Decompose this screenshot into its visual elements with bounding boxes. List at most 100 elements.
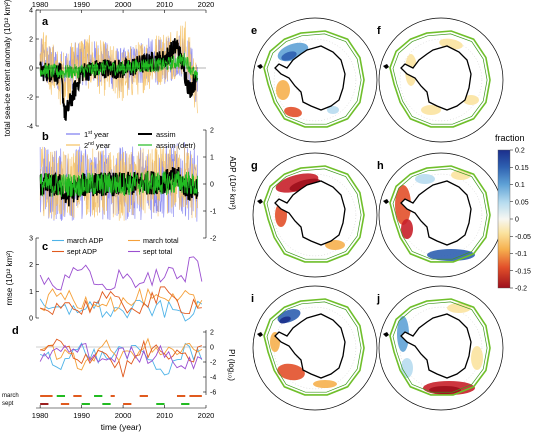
series-line-a: [39, 35, 198, 102]
panel-c-y-ticks: 3 2 1 0: [29, 236, 39, 323]
legend-label: 2nd year: [84, 141, 111, 150]
legend-label-rest: year: [94, 141, 111, 150]
event-bar-sept: [181, 403, 190, 405]
y-tick-label: -2: [210, 236, 216, 243]
south-america-tip: [257, 199, 263, 204]
map-panel-label: f: [377, 25, 381, 37]
colorbar-tick-label: -0.05: [515, 234, 531, 241]
sea-ice-edge-model: [392, 33, 488, 125]
y-tick-label: 1: [29, 289, 33, 296]
y-tick-label: -2: [27, 95, 33, 102]
top-tick-label: 2000: [115, 0, 132, 9]
panel-c: c 3 2 1 0 rmse (10¹² km²) march ADP march to…: [5, 236, 203, 323]
sea-ice-edge: [263, 30, 365, 128]
colorbar: fraction 0.2 0.15 0.1 0.05 0 -0.05 -0.1 -0.15 -0…: [495, 133, 531, 293]
series-line-a: [39, 53, 199, 82]
anomaly-patch: [421, 105, 441, 115]
event-bar-march: [56, 395, 66, 397]
event-bar-march: [139, 395, 148, 397]
panel-b-label: b: [42, 131, 49, 143]
anomaly-patch: [471, 346, 483, 370]
anomaly-patch: [463, 95, 479, 105]
y-tick-label: -2: [210, 360, 216, 367]
sea-ice-edge: [389, 30, 491, 128]
panel-a: a 1980 1990 2000 2010 2020 4 2 0 -2 -4 total sea…: [3, 0, 214, 136]
map-panel-h: h: [377, 152, 504, 278]
panel-d-series: [36, 337, 206, 378]
sea-ice-edge-model: [392, 301, 488, 393]
antarctic-coastline: [400, 313, 472, 379]
event-bar-march: [40, 395, 53, 397]
sea-ice-edge: [263, 165, 365, 263]
y-tick-label: -1: [210, 209, 216, 216]
anomaly-patch: [279, 316, 291, 324]
legend-label-rest: year: [92, 130, 109, 139]
bottom-tick-label: 2010: [156, 411, 173, 420]
legend-label: march total: [143, 236, 179, 245]
colorbar-tick-label: -0.2: [515, 286, 527, 293]
event-bar-sept: [40, 403, 49, 405]
map-panel-f: f: [377, 17, 504, 143]
panel-c-series: [39, 256, 203, 322]
y-tick-label: 0: [210, 345, 214, 352]
top-tick-label: 1990: [73, 0, 90, 9]
colorbar-tick-label: 0: [515, 217, 519, 224]
south-america-tip: [257, 64, 263, 69]
y-tick-label: -4: [210, 375, 216, 382]
anomaly-patch: [451, 170, 471, 180]
series-line-d: [40, 338, 203, 378]
anomaly-patch: [429, 386, 461, 394]
panel-a-y-ticks: 4 2 0 -2 -4: [27, 8, 39, 131]
map-panel-g: g: [251, 152, 378, 278]
bottom-tick-label: 1990: [73, 411, 90, 420]
y-tick-label: 2: [210, 128, 214, 135]
series-line-c: [39, 298, 203, 322]
legend-label-main: assim: [156, 130, 176, 139]
south-america-tip: [383, 199, 389, 204]
legend-label: assim (detr): [156, 141, 196, 150]
y-tick-label: 2: [210, 330, 214, 337]
antarctic-coastline: [400, 45, 472, 111]
anomaly-patch: [401, 219, 413, 239]
series-line-d: [39, 342, 203, 370]
colorbar-ramp: [497, 149, 511, 289]
event-bar-march: [110, 395, 115, 397]
y-tick-label: -4: [27, 124, 33, 131]
bottom-tick-label: 2000: [115, 411, 132, 420]
colorbar-tick-label: -0.1: [515, 251, 527, 258]
south-america-tip: [383, 64, 389, 69]
y-tick-label: 2: [29, 262, 33, 269]
map-panel-label: e: [251, 25, 257, 37]
panel-b-ylabel: ADP (10¹² km²): [228, 156, 237, 210]
panel-a-series: [36, 21, 206, 121]
map-graticule: [273, 306, 357, 390]
map-panel-label: i: [251, 293, 254, 305]
colorbar-tick-label: 0.15: [515, 165, 529, 172]
colorbar-title: fraction: [495, 133, 525, 143]
map-graticule: [399, 38, 483, 122]
event-bar-sept: [156, 403, 165, 405]
series-line-d: [39, 337, 203, 371]
map-panel-i: i: [251, 285, 378, 411]
map-graticule: [273, 38, 357, 122]
legend-label: march ADP: [67, 236, 104, 245]
panel-d: d 2 0 -2 -4 -6 PI (log₁₀) march sept 1980 199…: [2, 325, 236, 432]
legend-label: sept total: [143, 247, 173, 256]
map-panel-label: h: [377, 160, 384, 172]
anomaly-patch: [277, 363, 305, 381]
colorbar-tick-label: 0.2: [515, 148, 525, 155]
sea-ice-edge-model: [266, 168, 362, 260]
series-line-c: [40, 286, 202, 316]
panel-c-legend: march ADP march total sept ADP sept total: [52, 236, 179, 256]
sea-ice-edge-model: [266, 301, 362, 393]
anomaly-patch: [281, 51, 297, 61]
y-tick-label: -6: [210, 390, 216, 397]
legend-label-sup: nd: [88, 141, 94, 147]
sea-ice-edge: [263, 298, 365, 396]
colorbar-tick-label: -0.15: [515, 268, 531, 275]
bottom-tick-label: 1980: [32, 411, 49, 420]
y-tick-label: 3: [29, 236, 33, 243]
bottom-tick-label: 2020: [198, 411, 215, 420]
top-tick-label: 2020: [198, 0, 215, 9]
anomaly-patch: [276, 80, 290, 100]
